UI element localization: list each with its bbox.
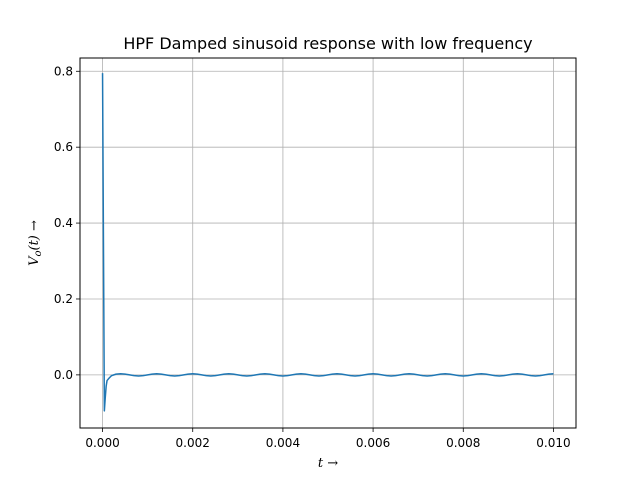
y-tick-label: 0.8 [54,64,73,78]
y-tick-label: 0.2 [54,292,73,306]
y-axis-label-rest: (t) → [27,220,42,251]
y-tick-label: 0.0 [54,368,73,382]
y-axis-label: Vo(t) → [27,220,44,266]
x-tick-label: 0.000 [85,436,119,450]
x-tick-label: 0.010 [536,436,570,450]
x-tick-label: 0.008 [446,436,480,450]
y-axis-label-sub: o [33,250,44,256]
x-tick-label: 0.004 [266,436,300,450]
x-axis-label: t → [318,456,338,471]
x-tick-label: 0.002 [176,436,210,450]
y-tick-label: 0.6 [54,140,73,154]
series-layer [101,73,554,412]
series-line [101,73,554,412]
y-tick-label: 0.4 [54,216,73,230]
chart-title: HPF Damped sinusoid response with low fr… [123,34,532,53]
x-ticks: 0.000 0.002 0.004 0.006 0.008 0.010 [85,428,571,450]
x-tick-label: 0.006 [356,436,390,450]
plot-frame [79,57,577,429]
y-axis-label-main: V [27,255,42,266]
y-ticks: 0.0 0.2 0.4 0.6 0.8 [54,64,80,382]
